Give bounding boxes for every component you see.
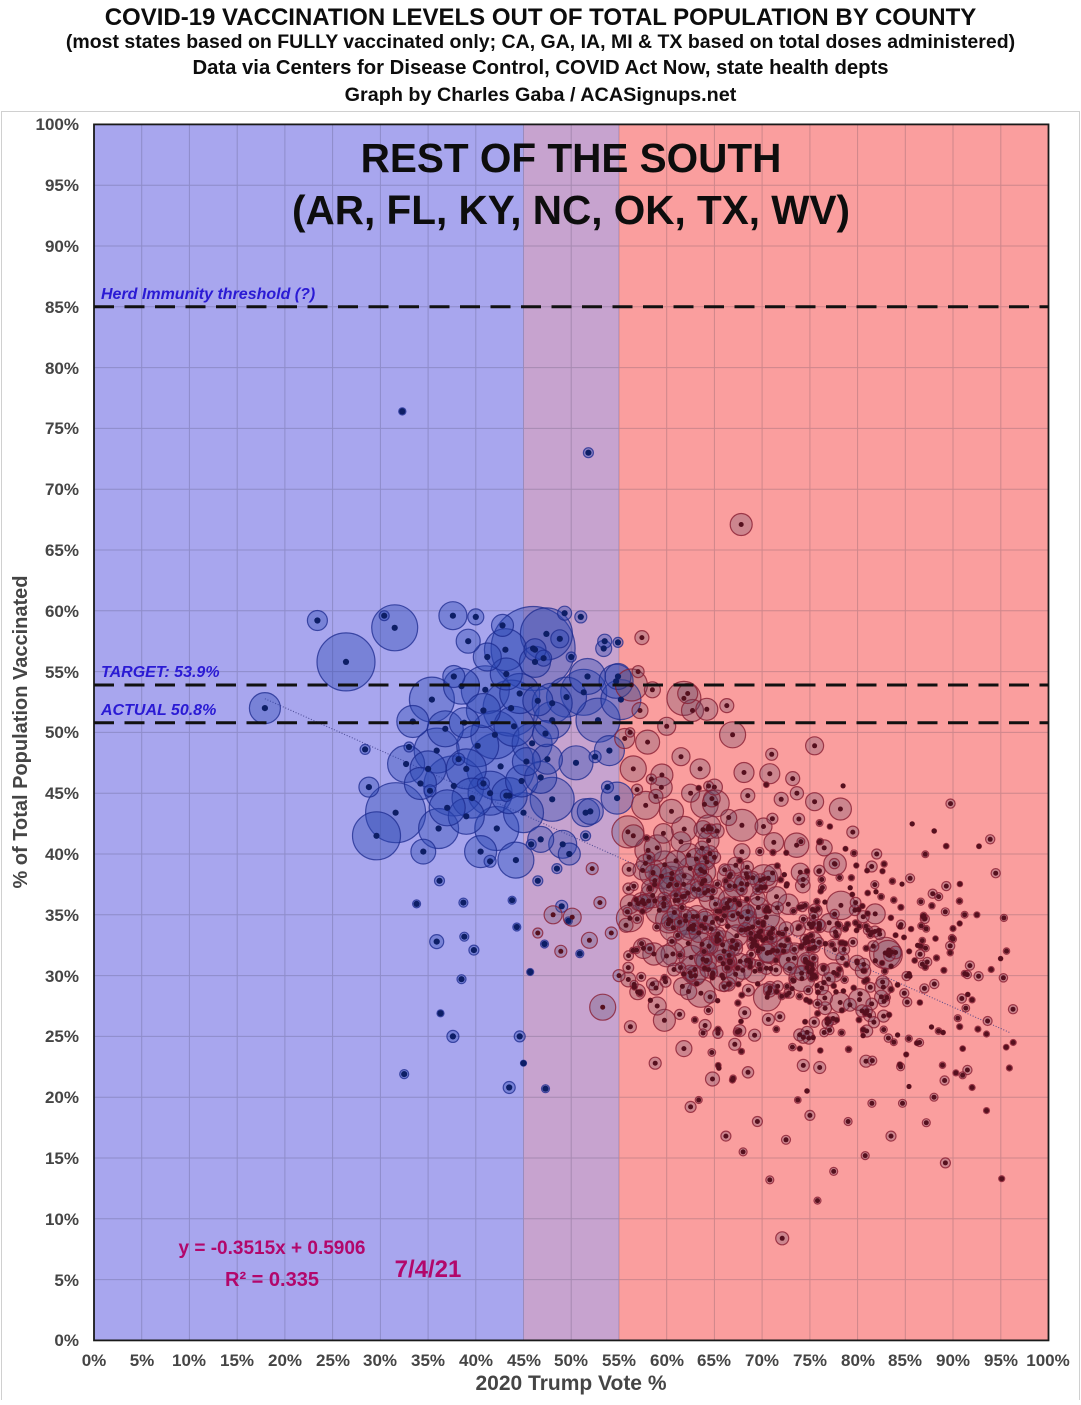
svg-text:35%: 35%: [45, 906, 79, 925]
svg-text:25%: 25%: [45, 1027, 79, 1046]
svg-text:20%: 20%: [45, 1088, 79, 1107]
svg-text:55%: 55%: [602, 1351, 636, 1370]
svg-text:(AR, FL, KY, NC, OK, TX, WV): (AR, FL, KY, NC, OK, TX, WV): [292, 187, 850, 233]
svg-text:70%: 70%: [45, 480, 79, 499]
svg-text:40%: 40%: [45, 845, 79, 864]
svg-text:80%: 80%: [45, 359, 79, 378]
svg-text:45%: 45%: [45, 784, 79, 803]
svg-text:45%: 45%: [507, 1351, 541, 1370]
svg-text:55%: 55%: [45, 663, 79, 682]
svg-text:TARGET: 53.9%: TARGET: 53.9%: [101, 664, 220, 681]
svg-text:75%: 75%: [45, 419, 79, 438]
svg-text:35%: 35%: [411, 1351, 445, 1370]
svg-text:5%: 5%: [54, 1271, 79, 1290]
svg-text:80%: 80%: [841, 1351, 875, 1370]
svg-text:65%: 65%: [697, 1351, 731, 1370]
svg-text:0%: 0%: [54, 1331, 79, 1350]
svg-text:75%: 75%: [793, 1351, 827, 1370]
svg-text:Herd Immunity threshold (?): Herd Immunity threshold (?): [101, 286, 315, 303]
svg-text:10%: 10%: [45, 1210, 79, 1229]
svg-text:70%: 70%: [745, 1351, 779, 1370]
svg-text:y = -0.3515x + 0.5906: y = -0.3515x + 0.5906: [179, 1238, 366, 1259]
svg-text:30%: 30%: [45, 967, 79, 986]
svg-text:25%: 25%: [316, 1351, 350, 1370]
svg-text:60%: 60%: [650, 1351, 684, 1370]
svg-text:95%: 95%: [984, 1351, 1018, 1370]
svg-text:ACTUAL 50.8%: ACTUAL 50.8%: [100, 702, 216, 719]
svg-text:90%: 90%: [936, 1351, 970, 1370]
svg-text:15%: 15%: [45, 1149, 79, 1168]
svg-text:65%: 65%: [45, 541, 79, 560]
svg-text:REST OF THE SOUTH: REST OF THE SOUTH: [361, 135, 782, 181]
svg-text:85%: 85%: [888, 1351, 922, 1370]
svg-text:10%: 10%: [172, 1351, 206, 1370]
svg-text:30%: 30%: [363, 1351, 397, 1370]
svg-text:R² = 0.335: R² = 0.335: [225, 1269, 319, 1291]
svg-text:15%: 15%: [220, 1351, 254, 1370]
svg-text:100%: 100%: [36, 115, 79, 134]
svg-text:0%: 0%: [82, 1351, 107, 1370]
svg-text:60%: 60%: [45, 602, 79, 621]
svg-text:50%: 50%: [554, 1351, 588, 1370]
svg-text:50%: 50%: [45, 723, 79, 742]
svg-text:90%: 90%: [45, 237, 79, 256]
svg-text:5%: 5%: [130, 1351, 155, 1370]
svg-text:% of Total Population Vaccinat: % of Total Population Vaccinated: [10, 576, 32, 889]
svg-text:20%: 20%: [268, 1351, 302, 1370]
svg-text:2020 Trump Vote %: 2020 Trump Vote %: [475, 1372, 666, 1395]
svg-text:85%: 85%: [45, 298, 79, 317]
svg-text:95%: 95%: [45, 176, 79, 195]
svg-text:7/4/21: 7/4/21: [395, 1256, 462, 1283]
svg-text:100%: 100%: [1026, 1351, 1069, 1370]
svg-text:40%: 40%: [459, 1351, 493, 1370]
